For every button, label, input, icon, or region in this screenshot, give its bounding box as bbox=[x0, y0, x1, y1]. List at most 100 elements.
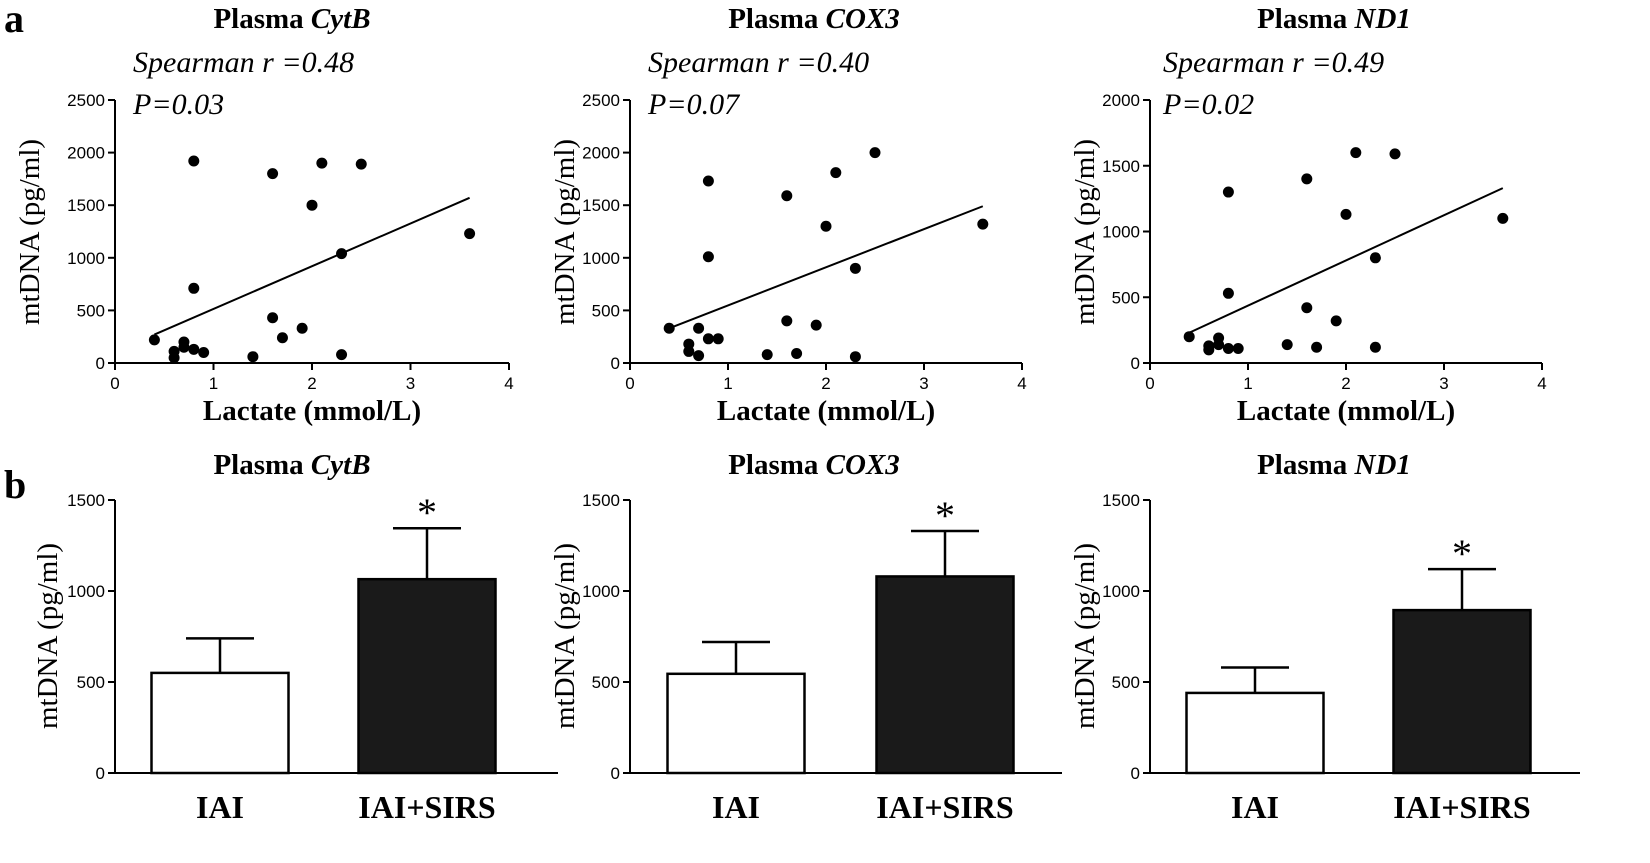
y-tick-label: 1000 bbox=[1102, 223, 1140, 242]
bar-iai bbox=[666, 672, 806, 775]
p-value-label: P=0.07 bbox=[647, 88, 741, 121]
y-tick-label: 1000 bbox=[67, 582, 105, 601]
data-point bbox=[316, 157, 328, 169]
y-tick-label: 1500 bbox=[1102, 491, 1140, 510]
x-tick-label: 1 bbox=[723, 374, 732, 393]
y-axis-label: mtDNA (pg/ml) bbox=[32, 543, 64, 729]
y-tick-label: 1500 bbox=[582, 491, 620, 510]
bar-iai-sirs bbox=[1392, 608, 1532, 775]
panel-label-a: a bbox=[4, 0, 24, 41]
x-axis-label: Lactate (mmol/L) bbox=[717, 395, 935, 427]
data-point bbox=[296, 322, 308, 334]
bar-chart-cox3: Plasma COX3 0 500 1000 1500 mtDNA (pg/ml) IAI I… bbox=[549, 449, 1062, 825]
data-point bbox=[1497, 212, 1509, 224]
category-label: IAI bbox=[196, 789, 244, 825]
data-point bbox=[1301, 173, 1313, 185]
x-tick-label: 1 bbox=[209, 374, 218, 393]
chart-title-gene: COX3 bbox=[826, 449, 900, 481]
spearman-r-label: Spearman r =0.49 bbox=[1163, 46, 1384, 79]
y-tick-label: 2500 bbox=[67, 91, 105, 110]
y-axis-label: mtDNA (pg/ml) bbox=[1069, 543, 1101, 729]
y-tick-label: 500 bbox=[77, 673, 105, 692]
y-tick-label: 2000 bbox=[67, 144, 105, 163]
significance-marker: * bbox=[935, 493, 955, 538]
category-label: IAI+SIRS bbox=[358, 789, 495, 825]
panel-label-b: b bbox=[4, 462, 26, 507]
bar-chart-cytb: Plasma CytB 0 500 1000 1500 mtDNA (pg/ml) IAI I… bbox=[32, 449, 558, 825]
chart-title-prefix: Plasma bbox=[213, 449, 310, 481]
data-point bbox=[702, 251, 714, 263]
bar-iai-sirs bbox=[875, 575, 1015, 775]
scatter-chart-cox3: Plasma COX3 Spearman r =0.40 P=0.07 0 500 100… bbox=[549, 3, 1027, 427]
x-tick-label: 3 bbox=[1439, 374, 1448, 393]
spearman-r-label: Spearman r =0.48 bbox=[133, 46, 354, 79]
data-point bbox=[188, 155, 200, 167]
bar-iai bbox=[1185, 691, 1325, 775]
chart-title: Plasma CytB bbox=[213, 3, 370, 35]
y-tick-label: 1500 bbox=[582, 196, 620, 215]
x-tick-label: 0 bbox=[110, 374, 119, 393]
bar-iai bbox=[150, 671, 290, 775]
y-tick-label: 0 bbox=[96, 764, 105, 783]
p-value-label: P=0.03 bbox=[132, 88, 224, 121]
data-point bbox=[791, 348, 803, 360]
data-point bbox=[198, 346, 210, 358]
x-tick-label: 2 bbox=[1341, 374, 1350, 393]
scatter-chart-nd1: Plasma ND1 Spearman r =0.49 P=0.02 0 500 1000… bbox=[1069, 3, 1547, 427]
data-point bbox=[1311, 341, 1323, 353]
y-axis-label: mtDNA (pg/ml) bbox=[1069, 139, 1101, 325]
y-tick-label: 0 bbox=[611, 764, 620, 783]
data-point bbox=[1203, 344, 1215, 356]
data-point bbox=[712, 333, 724, 345]
y-tick-label: 500 bbox=[1112, 673, 1140, 692]
data-point bbox=[267, 168, 279, 180]
y-tick-label: 0 bbox=[1131, 764, 1140, 783]
bar-chart-nd1: Plasma ND1 0 500 1000 1500 mtDNA (pg/ml) IAI IA… bbox=[1069, 449, 1580, 825]
chart-title-gene: COX3 bbox=[826, 3, 900, 35]
data-point bbox=[781, 190, 793, 202]
x-tick-label: 3 bbox=[919, 374, 928, 393]
category-label: IAI bbox=[712, 789, 760, 825]
data-point bbox=[1369, 252, 1381, 264]
chart-title-prefix: Plasma bbox=[1257, 3, 1354, 35]
x-tick-label: 4 bbox=[1017, 374, 1026, 393]
chart-title-gene: ND1 bbox=[1354, 449, 1411, 481]
data-point bbox=[1340, 208, 1352, 220]
y-tick-label: 0 bbox=[611, 354, 620, 373]
x-tick-label: 4 bbox=[504, 374, 513, 393]
data-point bbox=[276, 332, 288, 344]
data-point bbox=[168, 345, 180, 357]
data-point bbox=[267, 312, 279, 324]
y-tick-label: 1000 bbox=[1102, 582, 1140, 601]
data-point bbox=[1222, 186, 1234, 198]
p-value-label: P=0.02 bbox=[1162, 88, 1254, 121]
y-axis-label: mtDNA (pg/ml) bbox=[549, 543, 581, 729]
data-point bbox=[1222, 343, 1234, 355]
scatter-chart-cytb: Plasma CytB Spearman r =0.48 P=0.03 0 500 100… bbox=[14, 3, 514, 427]
regression-line bbox=[154, 196, 470, 336]
data-point bbox=[702, 333, 714, 345]
y-axis-label: mtDNA (pg/ml) bbox=[549, 139, 581, 325]
x-tick-label: 0 bbox=[625, 374, 634, 393]
significance-marker: * bbox=[417, 490, 437, 535]
y-tick-label: 2000 bbox=[582, 144, 620, 163]
chart-title: Plasma COX3 bbox=[728, 449, 900, 481]
data-point bbox=[977, 218, 989, 230]
x-tick-label: 2 bbox=[821, 374, 830, 393]
data-point bbox=[1232, 343, 1244, 355]
x-tick-label: 4 bbox=[1537, 374, 1546, 393]
data-point bbox=[820, 220, 832, 232]
data-point bbox=[702, 175, 714, 187]
data-point bbox=[188, 282, 200, 294]
data-point bbox=[849, 262, 861, 274]
data-point bbox=[869, 147, 881, 159]
data-point bbox=[1222, 287, 1234, 299]
data-point bbox=[1389, 148, 1401, 160]
y-tick-label: 500 bbox=[77, 301, 105, 320]
y-tick-label: 1500 bbox=[67, 196, 105, 215]
bar-iai-sirs bbox=[357, 577, 497, 775]
y-tick-label: 1500 bbox=[67, 491, 105, 510]
chart-title-prefix: Plasma bbox=[728, 3, 825, 35]
data-point bbox=[781, 315, 793, 327]
